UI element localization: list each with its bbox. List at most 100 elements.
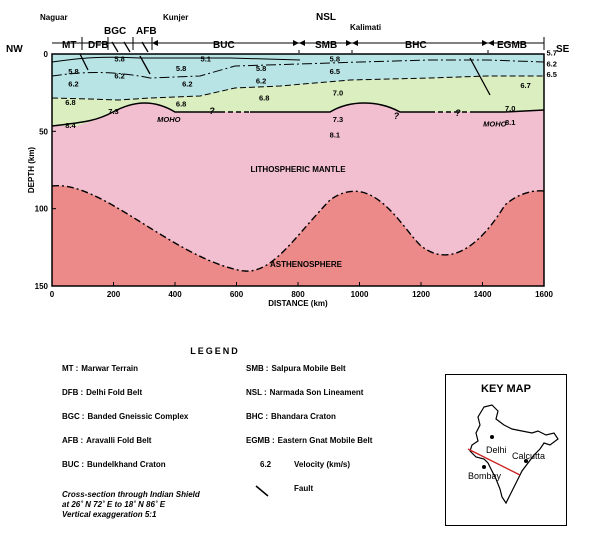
- velocity-label: 5.8: [256, 64, 266, 73]
- x-axis-title: DISTANCE (km): [268, 299, 328, 308]
- caption-line-2: at 26˚ N 72˚ E to 18˚ N 86˚ E: [62, 500, 166, 509]
- legend-abbr: MT: [62, 364, 74, 373]
- caption-line-3: Vertical exaggeration 5:1: [62, 510, 157, 519]
- y-axis-title: DEPTH (km): [27, 147, 36, 194]
- legend-text: Salpura Mobile Belt: [271, 364, 346, 373]
- segment-ticks: [81, 37, 545, 50]
- x-tick-label: 400: [168, 290, 182, 299]
- segment-dfb: DFB: [88, 40, 109, 51]
- legend-abbr: BGC: [62, 412, 80, 421]
- legend-item-bgc: BGC: Banded Gneissic Complex: [62, 412, 189, 421]
- x-tick-label: 1600: [535, 290, 553, 299]
- velocity-label: 5.7: [546, 48, 556, 57]
- place-nsl: NSL: [316, 12, 336, 23]
- question-mark: ?: [455, 108, 461, 118]
- caption-line-1: Cross-section through Indian Shield: [62, 490, 200, 499]
- velocity-symbol: 6.2: [260, 460, 272, 469]
- legend-item-mt: MT: Marwar Terrain: [62, 364, 138, 373]
- legend-item-afb: AFB: Aravalli Fold Belt: [62, 436, 152, 445]
- moho-label: MOHO: [483, 120, 506, 129]
- x-tick-label: 0: [50, 290, 55, 299]
- legend-abbr: DFB: [62, 388, 79, 397]
- legend-item-dfb: DFB: Delhi Fold Belt: [62, 388, 143, 397]
- velocity-label: 8.1: [330, 130, 340, 139]
- legend-text: Bundelkhand Craton: [87, 460, 166, 469]
- velocity-label: 6.8: [259, 93, 269, 102]
- moho-line: [51, 102, 545, 127]
- x-tick-label: 200: [107, 290, 121, 299]
- segment-bgc: BGC: [104, 26, 126, 37]
- cross-section-diagram: NW SE Naguar Kunjer NSL Kalimati MT BGC …: [6, 12, 570, 308]
- asthenosphere-region: [52, 185, 544, 286]
- fault-text: Fault: [294, 484, 314, 493]
- question-mark: ?: [209, 106, 215, 116]
- fault-lines: [79, 41, 491, 96]
- legend-left-column: MT: Marwar Terrain DFB: Delhi Fold Belt …: [62, 364, 188, 484]
- legend-item-velocity: 6.2 Velocity (km/s): [246, 460, 372, 484]
- city-calcutta: Calcutta: [512, 451, 545, 461]
- velocity-label: 7.0: [505, 104, 515, 113]
- bombay-dot: [482, 465, 486, 469]
- legend-abbr: BUC: [62, 460, 80, 469]
- legend-abbr: AFB: [62, 436, 79, 445]
- segment-mt: MT: [62, 40, 76, 51]
- x-tick-label: 1200: [412, 290, 430, 299]
- velocity-label: 7.3: [333, 115, 343, 124]
- section-line: [467, 448, 521, 476]
- y-tick-label: 50: [39, 127, 48, 136]
- lithospheric-mantle-label: LITHOSPHERIC MANTLE: [250, 165, 346, 174]
- segment-bhc: BHC: [405, 40, 427, 51]
- velocity-label: 6.5: [546, 70, 556, 79]
- velocity-label: 5.8: [114, 55, 124, 64]
- segment-boundary-dashes: [298, 50, 489, 54]
- x-tick-label: 800: [291, 290, 305, 299]
- legend-item-egmb: EGMB: Eastern Gnat Mobile Belt: [246, 436, 373, 445]
- legend-abbr: NSL: [246, 388, 262, 397]
- city-delhi: Delhi: [486, 445, 507, 455]
- segment-smb: SMB: [315, 40, 337, 51]
- corner-label-nw: NW: [6, 44, 23, 55]
- legend-text: Aravalli Fold Belt: [86, 436, 152, 445]
- legend-item-fault: Fault: [246, 484, 372, 508]
- velocity-label: 6.7: [520, 81, 530, 90]
- key-map-title: KEY MAP: [481, 383, 531, 395]
- key-map: KEY MAP Delhi Calcutta Bombay: [445, 374, 567, 526]
- india-outline-map: Delhi Calcutta Bombay: [467, 404, 559, 505]
- velocity-label: 7.3: [108, 107, 118, 116]
- city-bombay: Bombay: [468, 471, 502, 481]
- place-naguar: Naguar: [40, 13, 68, 22]
- question-mark: ?: [394, 111, 400, 121]
- velocity-label: 5.8: [330, 55, 340, 64]
- velocity-label: 6.2: [546, 59, 556, 68]
- moho-label: MOHO: [157, 115, 180, 124]
- y-tick-label: 100: [35, 205, 49, 214]
- legend-title: LEGEND: [190, 346, 240, 356]
- velocity-label: 8.1: [505, 118, 515, 127]
- velocity-label: 6.8: [176, 99, 186, 108]
- velocity-label: 6.2: [182, 79, 192, 88]
- corner-label-se: SE: [556, 44, 570, 55]
- legend-text: Banded Gneissic Complex: [87, 412, 189, 421]
- x-tick-label: 1400: [474, 290, 492, 299]
- velocity-label: 8.4: [65, 121, 76, 130]
- legend-right-column: SMB: Salpura Mobile Belt NSL: Narmada So…: [246, 364, 372, 508]
- legend-text: Marwar Terrain: [81, 364, 138, 373]
- velocity-label: 5.1: [201, 55, 211, 64]
- caption: Cross-section through Indian Shield at 2…: [62, 490, 200, 520]
- legend-item-nsl: NSL: Narmada Son Lineament: [246, 388, 364, 397]
- y-tick-label: 150: [35, 282, 49, 291]
- velocity-label: 6.5: [330, 67, 340, 76]
- upper-crust-region: [52, 54, 544, 100]
- legend-text: Narmada Son Lineament: [269, 388, 364, 397]
- x-tick-label: 600: [230, 290, 244, 299]
- place-kalimati: Kalimati: [350, 23, 381, 32]
- segment-buc: BUC: [213, 40, 235, 51]
- legend-text: Bhandara Craton: [271, 412, 336, 421]
- fault-symbol-icon: [255, 485, 269, 497]
- velocity-label: 5.8: [68, 67, 78, 76]
- legend-item-smb: SMB: Salpura Mobile Belt: [246, 364, 346, 373]
- y-tick-label: 0: [44, 50, 49, 59]
- mid-crust-line: [51, 59, 545, 79]
- x-tick-label: 1000: [351, 290, 369, 299]
- legend-text: Delhi Fold Belt: [86, 388, 143, 397]
